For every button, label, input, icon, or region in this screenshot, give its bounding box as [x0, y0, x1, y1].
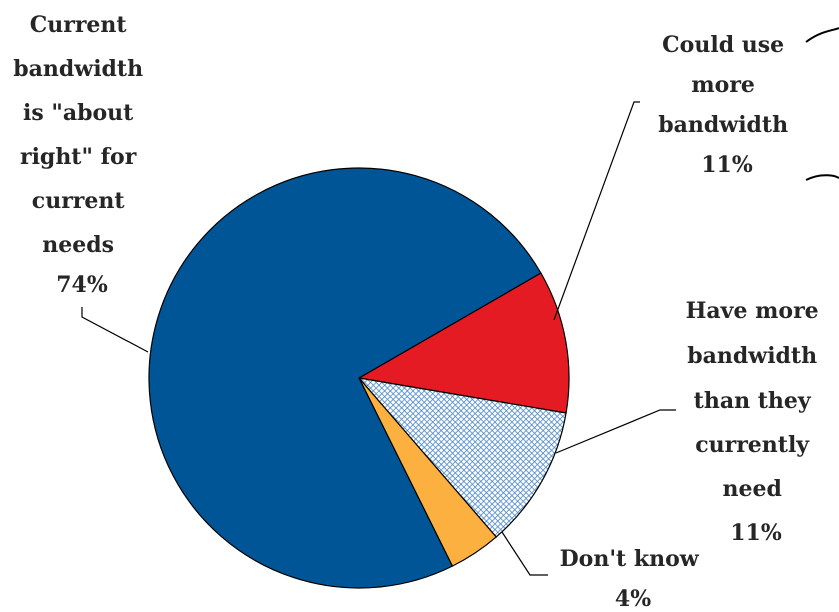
- pie-slice-could-use-more-bandwidth: [357, 272, 570, 414]
- label-line: need: [722, 476, 781, 502]
- label-line: Could use: [662, 32, 784, 58]
- leader-line-have-more: [555, 409, 676, 454]
- label-percent: 74%: [56, 272, 108, 298]
- label-line: bandwidth: [658, 112, 788, 138]
- leader-line-dont-know: [501, 531, 548, 576]
- label-line: Don't know: [560, 546, 700, 572]
- label-line: current: [32, 188, 126, 214]
- label-line: currently: [695, 432, 810, 458]
- label-line: Have more: [686, 298, 819, 324]
- leader-line-about-right: [81, 307, 149, 353]
- label-dont-know: Don't know 4%: [560, 546, 707, 612]
- label-percent: 4%: [615, 586, 651, 612]
- leader-line-could-use-more: [553, 101, 640, 321]
- label-percent: 11%: [730, 520, 782, 546]
- leader-lines: [81, 27, 839, 576]
- label-line: needs: [42, 232, 114, 258]
- pie-slice-have-more-bandwidth-than-they-currently-need: [357, 377, 567, 538]
- label-line: bandwidth: [13, 56, 143, 82]
- label-have-more: Have more bandwidth than they currently …: [686, 298, 827, 546]
- pie-slices: [148, 167, 570, 589]
- brace: [805, 27, 839, 181]
- label-line: more: [691, 72, 755, 98]
- pie-slice-current-bandwidth-is-about-right-for-current-needs: [148, 167, 542, 589]
- label-line: bandwidth: [687, 343, 817, 369]
- label-line: than they: [694, 388, 812, 414]
- label-line: Current: [30, 12, 128, 38]
- label-about-right: Current bandwidth is "about right" for c…: [13, 12, 151, 298]
- label-line: right" for: [20, 144, 137, 170]
- label-percent: 11%: [701, 152, 753, 178]
- label-line: is "about: [23, 100, 134, 126]
- label-could-use-more: Could use more bandwidth 11%: [658, 32, 796, 178]
